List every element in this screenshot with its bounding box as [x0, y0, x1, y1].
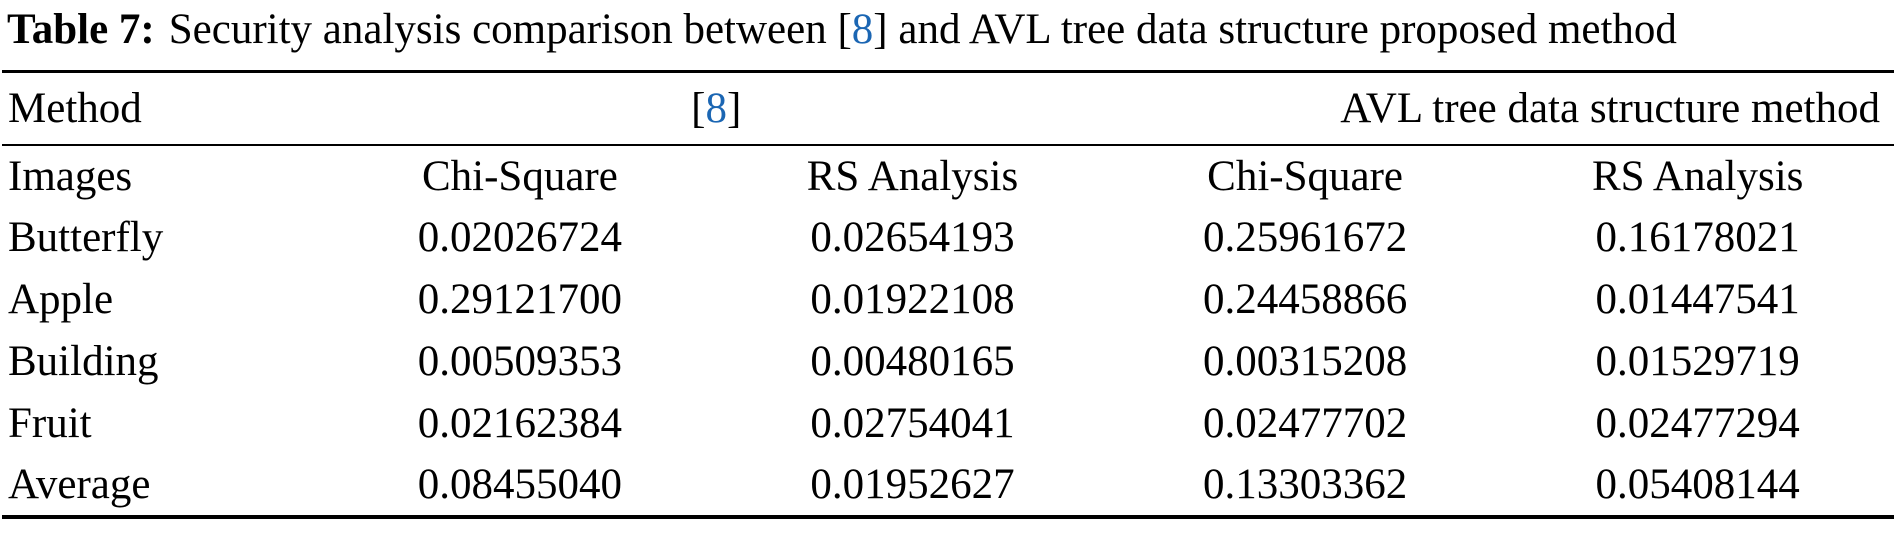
table-row-butterfly: Butterfly 0.02026724 0.02654193 0.259616… — [2, 207, 1894, 269]
caption-citation-ref[interactable]: 8 — [851, 6, 874, 53]
cell-value: 0.00315208 — [1202, 338, 1408, 385]
header-method: Method — [8, 84, 142, 132]
row-label: Butterfly — [8, 214, 164, 261]
cell-value: 0.02477294 — [1595, 400, 1800, 447]
column-header-row: Images Chi-Square RS Analysis Chi-Square… — [2, 145, 1894, 207]
table-caption-text-before: Security analysis comparison between — [168, 6, 838, 53]
cell-value: 0.00509353 — [417, 338, 623, 385]
cell-value: 0.25961672 — [1202, 214, 1408, 261]
header-citation-bracket-close: ] — [726, 84, 742, 132]
cell-value: 0.02162384 — [417, 400, 623, 447]
col-header-rs-analysis-ref: RS Analysis — [806, 152, 1019, 200]
table-caption-text-after: and AVL tree data structure proposed met… — [887, 6, 1677, 53]
cell-value: 0.01447541 — [1595, 276, 1800, 323]
cell-value: 0.02477702 — [1202, 400, 1408, 447]
cell-value: 0.01922108 — [810, 276, 1015, 323]
cell-value: 0.05408144 — [1595, 461, 1800, 508]
cell-value: 0.24458866 — [1202, 276, 1408, 323]
col-header-chi-square-ref: Chi-Square — [421, 152, 618, 200]
row-label: Building — [8, 338, 159, 385]
cell-value: 0.02654193 — [810, 214, 1015, 261]
table-row-building: Building 0.00509353 0.00480165 0.0031520… — [2, 331, 1894, 393]
comparison-table: Method [8] AVL tree data structure metho… — [2, 70, 1894, 519]
header-group-ref: [8] — [324, 72, 1109, 145]
method-header-row: Method [8] AVL tree data structure metho… — [2, 72, 1894, 145]
cell-value: 0.01529719 — [1595, 338, 1800, 385]
table-row-average: Average 0.08455040 0.01952627 0.13303362… — [2, 455, 1894, 517]
col-header-images: Images — [8, 152, 133, 200]
cell-value: 0.29121700 — [417, 276, 623, 323]
header-group-avl: AVL tree data structure method — [1340, 84, 1880, 132]
table-row-fruit: Fruit 0.02162384 0.02754041 0.02477702 0… — [2, 393, 1894, 455]
table-row-apple: Apple 0.29121700 0.01922108 0.24458866 0… — [2, 269, 1894, 331]
cell-value: 0.00480165 — [810, 338, 1015, 385]
caption-citation-bracket-open: [ — [837, 6, 852, 53]
row-label: Average — [8, 461, 151, 508]
cell-value: 0.02026724 — [417, 214, 623, 261]
cell-value: 0.01952627 — [810, 461, 1015, 508]
table-caption: Table 7: Security analysis comparison bet… — [2, 2, 1894, 58]
col-header-rs-analysis-avl: RS Analysis — [1591, 152, 1804, 200]
header-citation-ref[interactable]: 8 — [705, 84, 727, 132]
col-header-chi-square-avl: Chi-Square — [1207, 152, 1403, 200]
header-citation-bracket-open: [ — [691, 84, 706, 132]
cell-value: 0.13303362 — [1202, 461, 1408, 508]
caption-citation-bracket-close: ] — [873, 6, 888, 53]
cell-value: 0.08455040 — [417, 461, 623, 508]
row-label: Apple — [8, 276, 114, 323]
row-label: Fruit — [8, 400, 92, 447]
cell-value: 0.02754041 — [810, 400, 1015, 447]
cell-value: 0.16178021 — [1595, 214, 1800, 261]
table-caption-label: Table 7: — [7, 6, 155, 53]
